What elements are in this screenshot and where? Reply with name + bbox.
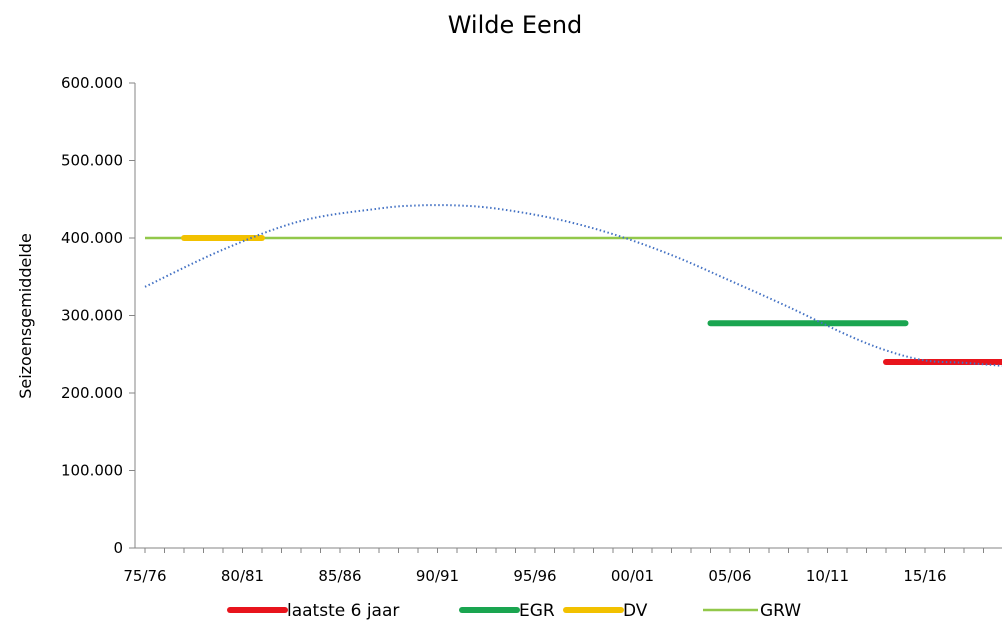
x-tick-label: 00/01 bbox=[611, 567, 654, 585]
y-axis-label: Seizoensgemiddelde bbox=[16, 233, 35, 399]
x-tick-label: 10/11 bbox=[806, 567, 849, 585]
y-tick-label: 200.000 bbox=[61, 384, 123, 402]
x-tick-label: 75/76 bbox=[123, 567, 166, 585]
y-tick-label: 600.000 bbox=[61, 74, 123, 92]
x-tick-label: 05/06 bbox=[708, 567, 751, 585]
y-tick-label: 100.000 bbox=[61, 462, 123, 480]
x-tick-label: 90/91 bbox=[416, 567, 459, 585]
trend-line bbox=[144, 204, 1002, 367]
y-tick-label: 0 bbox=[113, 539, 123, 557]
x-tick-label: 80/81 bbox=[221, 567, 264, 585]
legend-label-egr: EGR bbox=[519, 601, 555, 621]
legend-label-laatste-6-jaar: laatste 6 jaar bbox=[287, 601, 399, 621]
legend-label-dv: DV bbox=[623, 601, 648, 621]
y-tick-label: 300.000 bbox=[61, 307, 123, 325]
legend-label-grw: GRW bbox=[760, 601, 801, 621]
legend: laatste 6 jaar EGR DV GRW bbox=[227, 601, 801, 621]
plot-area: 0 100.000 200.000 300.000 400.000 500.000 600.… bbox=[61, 74, 1002, 585]
chart-title: Wilde Eend bbox=[448, 11, 583, 39]
x-tick-label: 85/86 bbox=[318, 567, 361, 585]
y-tick-label: 400.000 bbox=[61, 229, 123, 247]
x-tick-label: 15/16 bbox=[903, 567, 946, 585]
x-tick-label: 95/96 bbox=[513, 567, 556, 585]
y-tick-label: 500.000 bbox=[61, 152, 123, 170]
